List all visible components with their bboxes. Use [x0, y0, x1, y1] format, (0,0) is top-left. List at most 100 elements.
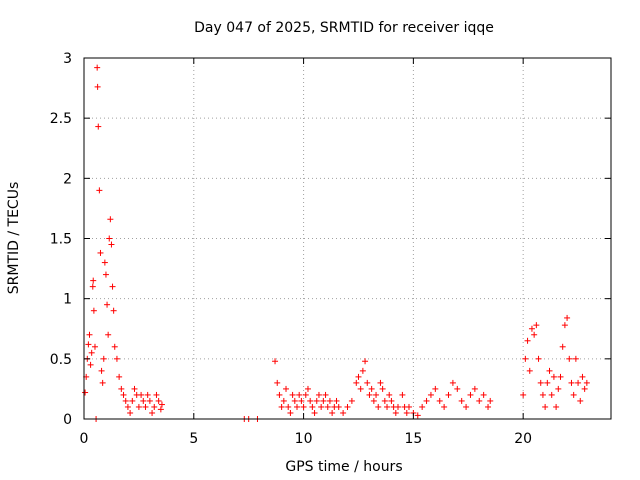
data-point: [405, 403, 412, 410]
data-point: [526, 367, 533, 374]
x-tick-label: 5: [189, 431, 198, 447]
data-point: [107, 216, 114, 223]
data-point: [577, 397, 584, 404]
data-point: [149, 409, 156, 416]
data-point: [287, 409, 294, 416]
data-point: [485, 403, 492, 410]
data-point: [298, 397, 305, 404]
data-point: [283, 385, 290, 392]
data-point: [548, 391, 555, 398]
data-point: [90, 307, 97, 314]
data-point: [111, 343, 118, 350]
x-tick-label: 15: [404, 431, 422, 447]
data-point: [544, 379, 551, 386]
data-point: [109, 283, 116, 290]
x-tick-label: 20: [514, 431, 532, 447]
data-point: [399, 391, 406, 398]
data-point: [392, 409, 399, 416]
data-point: [142, 403, 149, 410]
data-points: [82, 64, 590, 422]
data-point: [118, 385, 125, 392]
data-point: [104, 301, 111, 308]
data-point: [366, 391, 373, 398]
x-tick-label: 0: [80, 431, 89, 447]
data-point: [476, 397, 483, 404]
data-point: [384, 403, 391, 410]
data-point: [388, 397, 395, 404]
data-point: [127, 409, 134, 416]
data-point: [94, 64, 101, 71]
data-point: [311, 409, 318, 416]
data-point: [555, 385, 562, 392]
data-point: [533, 322, 540, 329]
y-tick-label: 1: [63, 292, 72, 308]
data-point: [293, 403, 300, 410]
data-point: [100, 355, 107, 362]
data-point: [304, 385, 311, 392]
data-point: [122, 397, 129, 404]
chart-title: Day 047 of 2025, SRMTID for receiver iqq…: [194, 20, 494, 36]
y-tick-label: 3: [63, 51, 72, 67]
data-point: [272, 358, 279, 365]
data-point: [539, 391, 546, 398]
data-point: [138, 391, 145, 398]
data-point: [364, 379, 371, 386]
data-point: [445, 391, 452, 398]
data-point: [359, 367, 366, 374]
data-point: [322, 391, 329, 398]
data-point: [116, 373, 123, 380]
data-point: [520, 391, 527, 398]
data-point: [144, 391, 151, 398]
data-point: [348, 397, 355, 404]
data-point: [307, 397, 314, 404]
data-point: [542, 403, 549, 410]
data-point: [90, 277, 97, 284]
data-point: [326, 397, 333, 404]
data-point: [537, 379, 544, 386]
data-point: [535, 355, 542, 362]
data-point: [414, 412, 421, 419]
data-point: [449, 379, 456, 386]
data-point: [362, 358, 369, 365]
data-point: [296, 391, 303, 398]
data-point: [110, 307, 117, 314]
data-point: [581, 385, 588, 392]
data-point: [91, 343, 98, 350]
data-point: [324, 403, 331, 410]
data-point: [522, 355, 529, 362]
data-point: [368, 385, 375, 392]
data-point: [427, 391, 434, 398]
data-point: [302, 391, 309, 398]
data-point: [146, 397, 153, 404]
y-tick-label: 0.5: [50, 352, 72, 368]
axis-ticks: 0 5 10 15 20 0 0.5 1 1.5 2 2.5 3: [50, 51, 611, 447]
data-point: [318, 403, 325, 410]
data-point: [105, 331, 112, 338]
data-point: [528, 325, 535, 332]
data-point: [524, 337, 531, 344]
data-point: [344, 403, 351, 410]
data-point: [151, 403, 158, 410]
y-tick-label: 2.5: [50, 111, 72, 127]
data-point: [135, 403, 142, 410]
data-point: [106, 235, 113, 242]
data-point: [97, 249, 104, 256]
data-point: [120, 391, 127, 398]
data-point: [99, 379, 106, 386]
data-point: [357, 385, 364, 392]
data-point: [124, 403, 131, 410]
y-axis-label: SRMTID / TECUs: [6, 182, 22, 295]
data-point: [313, 397, 320, 404]
data-point: [101, 259, 108, 266]
data-point: [550, 373, 557, 380]
data-point: [583, 379, 590, 386]
data-point: [579, 373, 586, 380]
data-point: [546, 367, 553, 374]
y-tick-label: 0: [63, 412, 72, 428]
data-point: [289, 391, 296, 398]
data-point: [557, 373, 564, 380]
data-point: [480, 391, 487, 398]
data-point: [379, 385, 386, 392]
y-tick-label: 2: [63, 171, 72, 187]
